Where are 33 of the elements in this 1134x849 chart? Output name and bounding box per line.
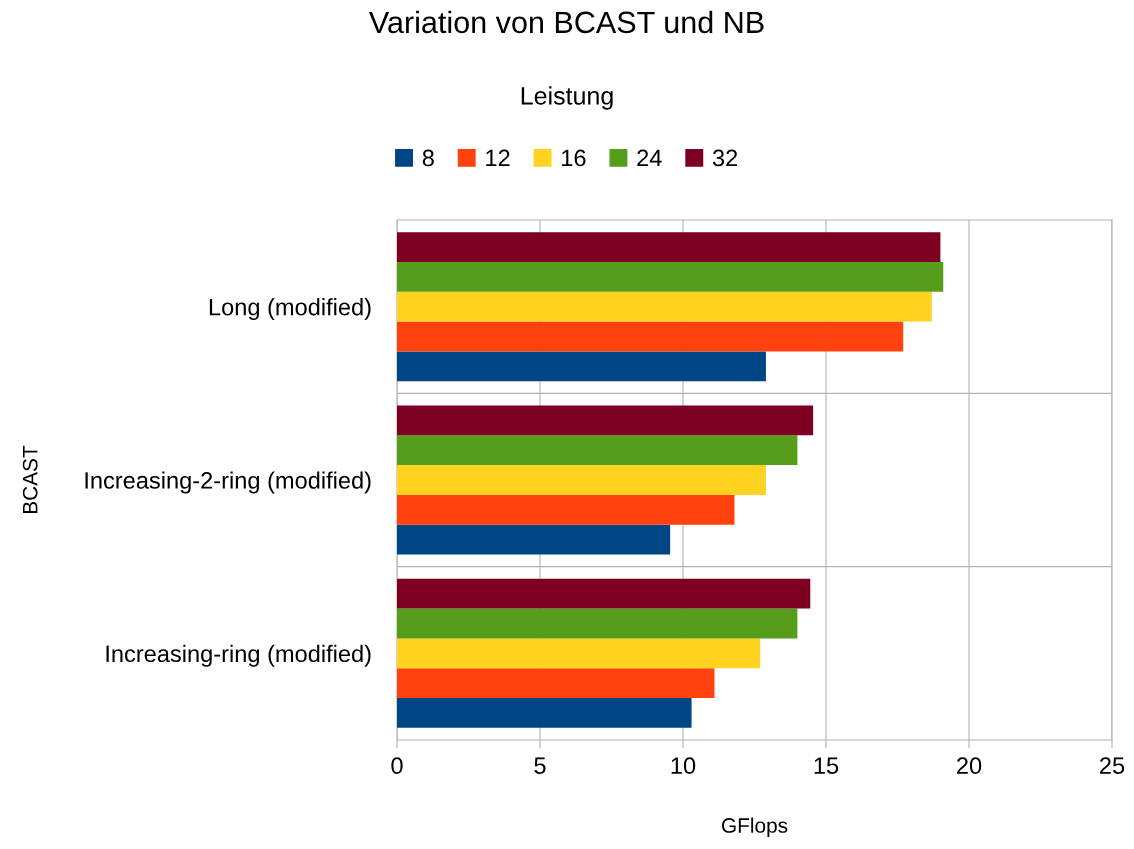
bar [397,698,692,728]
legend-label: 32 [712,149,738,167]
chart-subtitle: Leistung [521,86,613,110]
bar [397,291,932,322]
x-tick-label: 0 [391,757,403,775]
y-axis-title: BCAST [22,445,38,514]
bar [397,261,944,292]
legend-label: 24 [637,149,662,167]
x-tick-label: 25 [1100,757,1125,775]
legend-label: 8 [422,149,434,167]
legend-label: 16 [562,149,586,167]
y-tick-label: Long (modified) [209,298,371,321]
x-tick-label: 10 [671,757,696,775]
bar [397,405,814,436]
y-tick-label: Increasing-2-ring (modified) [85,471,371,494]
bar [397,321,904,352]
x-tick-label: 20 [957,757,982,775]
y-tick-label: Increasing-ring (modified) [106,644,371,667]
chart-title: Variation von BCAST und NB [368,10,764,34]
x-tick-label: 15 [814,757,839,775]
legend-label: 12 [486,149,510,167]
bar [397,232,941,262]
x-tick-label: 5 [534,757,546,775]
bar [397,578,811,609]
x-axis-title: GFlops [721,817,788,837]
bar [397,524,671,555]
bar [397,638,761,669]
bar [397,494,735,525]
bar [397,351,766,382]
bar [397,608,798,639]
bar [397,465,766,495]
bar [397,435,798,466]
bar [397,668,715,699]
